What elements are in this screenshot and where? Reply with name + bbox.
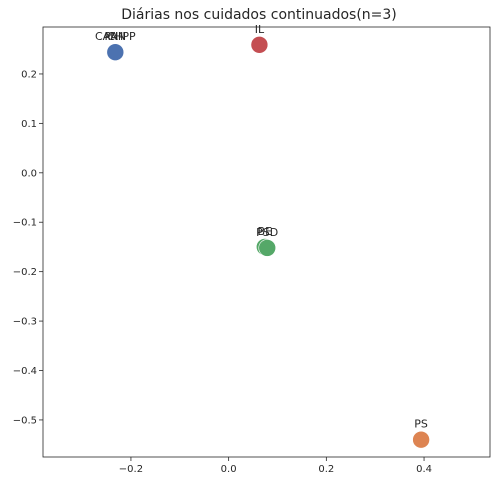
data-point xyxy=(412,430,430,449)
point-label: PS xyxy=(414,418,428,431)
point-label: PAN xyxy=(104,30,126,43)
point-label: IL xyxy=(255,23,265,36)
x-tick-label: 0.2 xyxy=(318,464,334,475)
data-point xyxy=(106,43,125,62)
x-tick-label: −0.2 xyxy=(119,464,143,475)
y-tick-label: −0.1 xyxy=(13,218,37,229)
point-label: CAN-PP xyxy=(95,30,136,43)
y-tick-label: −0.3 xyxy=(13,317,37,328)
y-tick-label: −0.5 xyxy=(13,415,37,426)
point-label: BE xyxy=(258,225,273,238)
scatter-points xyxy=(106,35,430,449)
data-point xyxy=(250,35,269,54)
point-label: CH xyxy=(107,30,123,43)
x-tick-label: 0.0 xyxy=(221,464,237,475)
point-label: PSD xyxy=(256,226,278,239)
y-tick-label: 0.2 xyxy=(21,69,37,80)
y-tick-label: 0.0 xyxy=(21,168,37,179)
x-tick-label: 0.4 xyxy=(416,464,432,475)
y-tick-label: −0.4 xyxy=(13,366,37,377)
plot-frame xyxy=(42,26,491,458)
x-axis: −0.2 0.0 0.2 0.4 xyxy=(119,457,432,475)
chart-title: Diárias nos cuidados continuados(n=3) xyxy=(121,7,397,23)
data-point xyxy=(258,239,277,257)
y-tick-label: −0.2 xyxy=(13,267,37,278)
y-tick-label: 0.1 xyxy=(21,119,37,130)
y-axis: 0.2 0.1 0.0 −0.1 −0.2 −0.3 −0.4 −0.5 xyxy=(13,69,43,426)
